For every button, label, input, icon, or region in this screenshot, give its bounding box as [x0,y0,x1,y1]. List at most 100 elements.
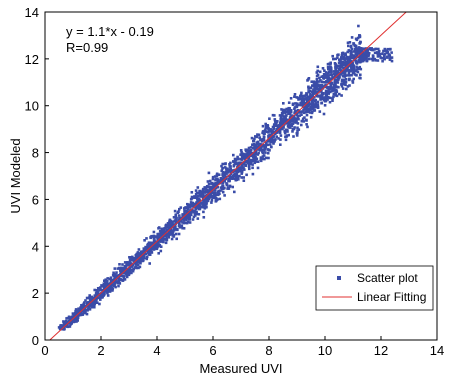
scatter-point [358,76,361,80]
scatter-point [265,141,268,145]
scatter-point [386,47,390,51]
scatter-point [193,195,196,198]
scatter-point [261,130,265,133]
scatter-point [290,124,294,128]
scatter-point [195,201,198,204]
scatter-point [332,70,336,73]
scatter-point [315,81,318,85]
scatter-point [186,216,189,220]
scatter-point [359,47,363,50]
scatter-point [337,65,340,68]
scatter-point [263,148,267,151]
scatter-point [108,290,112,293]
scatter-point [189,201,193,204]
x-tick-label: 0 [41,343,48,358]
scatter-point [351,81,355,84]
scatter-point [311,94,314,98]
scatter-point [330,85,333,88]
scatter-point [156,240,160,244]
scatter-point [315,77,319,81]
scatter-point [114,274,118,277]
scatter-point [145,237,148,240]
scatter-point [113,284,116,287]
scatter-point [256,166,260,170]
scatter-point [83,301,86,304]
scatter-point [335,94,339,98]
scatter-point [192,215,196,219]
scatter-point [352,70,356,73]
scatter-point [337,53,340,56]
scatter-point [80,308,83,312]
scatter-point [210,201,213,204]
scatter-point [179,206,183,209]
scatter-point [162,236,165,239]
scatter-point [101,294,104,298]
scatter-point [149,244,152,247]
scatter-point [341,72,345,75]
scatter-point [85,312,89,316]
scatter-point [171,233,174,237]
scatter-point [190,191,194,194]
scatter-point [114,285,117,289]
scatter-point [112,280,116,284]
scatter-point [129,256,133,259]
scatter-point [341,63,345,66]
scatter-point [178,226,182,229]
scatter-point [305,92,308,95]
scatter-point [388,54,392,57]
scatter-point [93,303,96,306]
scatter-point [184,221,187,225]
scatter-point [294,118,297,121]
scatter-point [383,57,386,60]
scatter-point [180,218,184,221]
scatter-point [185,218,188,222]
scatter-point [205,188,209,192]
scatter-point [123,261,127,264]
scatter-point [245,173,248,177]
scatter-point [346,56,349,60]
scatter-point [242,154,245,158]
scatter-point [90,297,93,301]
scatter-point [233,177,237,181]
scatter-point [303,106,306,109]
scatter-point [328,68,332,71]
scatter-point [122,266,126,270]
scatter-point [273,124,276,127]
scatter-point [195,210,198,214]
scatter-point [293,95,296,98]
scatter-point [139,254,142,258]
scatter-point [341,57,344,60]
scatter-point [280,126,284,130]
scatter-point [205,205,208,208]
scatter-point [291,119,295,122]
scatter-point [71,318,74,322]
scatter-point [254,135,257,138]
scatter-point [211,175,215,179]
scatter-point [198,205,201,209]
scatter-point [348,59,352,62]
scatter-point [350,60,353,63]
scatter-point [358,35,362,39]
scatter-point [249,162,253,165]
scatter-point [352,54,356,57]
scatter-point [221,190,225,194]
scatter-point [210,194,214,198]
scatter-point [356,36,360,40]
scatter-point [359,67,363,71]
scatter-point [352,56,356,59]
scatter-point [246,148,249,152]
scatter-point [279,138,282,141]
scatter-point [388,48,392,51]
scatter-point [266,143,269,147]
scatter-point [128,263,131,267]
scatter-point [276,120,279,123]
scatter-point [228,185,232,188]
scatter-point [132,267,135,271]
scatter-point [348,68,351,72]
scatter-point [183,207,186,210]
scatter-point [233,190,236,194]
scatter-point [224,167,228,170]
scatter-point [202,198,205,202]
scatter-point [282,117,285,121]
scatter-point [166,222,170,225]
